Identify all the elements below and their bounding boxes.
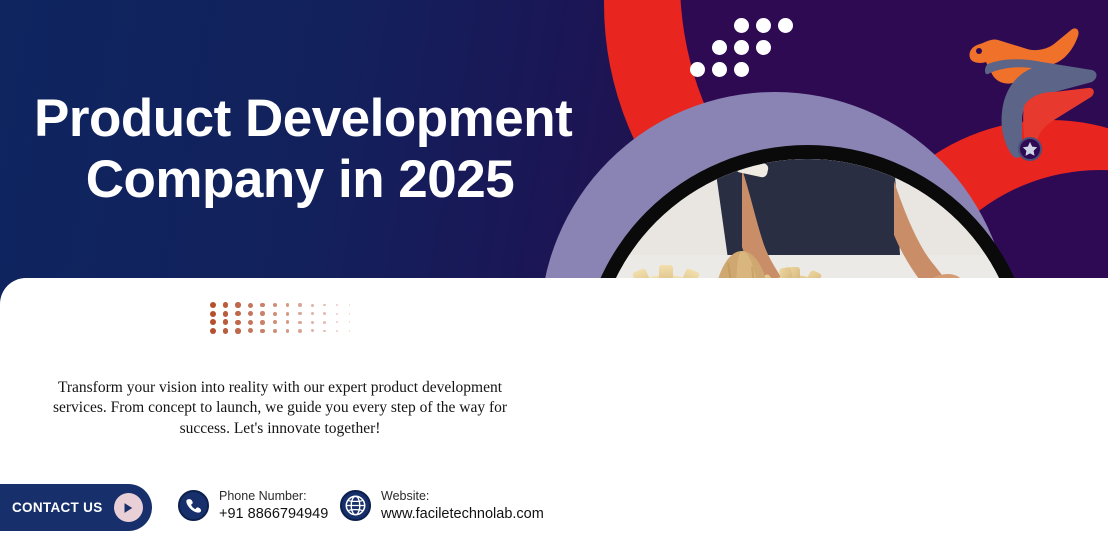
headline-line-2: Company in 2025	[85, 150, 515, 210]
falcon-f-logo	[962, 2, 1104, 170]
website-caption: Website:	[381, 489, 430, 503]
website-info[interactable]: Website: www.faciletechnolab.com	[340, 489, 544, 523]
website-text: Website: www.faciletechnolab.com	[381, 489, 544, 523]
globe-icon	[340, 490, 371, 522]
description-text: Transform your vision into reality with …	[52, 379, 508, 437]
white-dot-staircase	[690, 18, 793, 80]
play-triangle-icon	[113, 493, 143, 522]
phone-icon	[178, 490, 209, 522]
headline-line-1: Product Development	[34, 89, 573, 148]
contact-us-button[interactable]: CONTACT US	[0, 484, 152, 531]
orange-dot-grid	[210, 302, 360, 336]
page-title: Product Development Company in 2025	[34, 88, 624, 211]
phone-value: +91 8866794949	[219, 505, 329, 522]
phone-caption: Phone Number:	[219, 489, 307, 503]
phone-info[interactable]: Phone Number: +91 8866794949	[178, 489, 328, 523]
website-value: www.faciletechnolab.com	[381, 505, 544, 522]
phone-text: Phone Number: +91 8866794949	[219, 489, 328, 523]
contact-us-label: CONTACT US	[12, 500, 103, 515]
